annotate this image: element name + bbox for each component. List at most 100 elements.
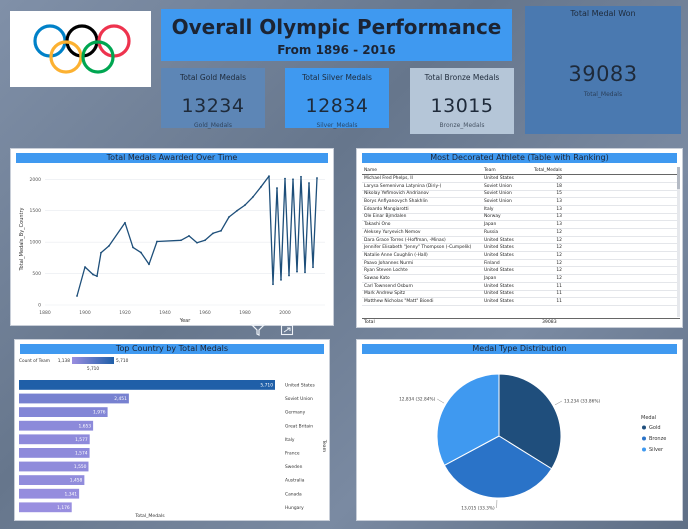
medals-over-time-chart[interactable]: 0 500 1000 1500 2000 1880 1900 1920 1940 1960 1980… <box>11 165 333 325</box>
country-bar[interactable] <box>19 461 89 472</box>
table-row[interactable]: Takashi Ono Japan 13 <box>362 220 680 229</box>
line-point[interactable] <box>292 178 294 181</box>
country-bar[interactable] <box>19 488 80 499</box>
table-row[interactable]: Carl Townsend Osburn United States 11 <box>362 282 680 291</box>
table-row[interactable]: Ole Einar Bjrndalen Norway 13 <box>362 213 680 222</box>
table-row[interactable]: Matthew Nicholas "Matt" Biondi United Sta… <box>362 297 680 306</box>
silver-medals-label: Total Silver Medals <box>302 73 372 82</box>
table-scrollbar[interactable] <box>677 167 680 317</box>
medals-series-line[interactable] <box>76 175 318 297</box>
line-point[interactable] <box>316 177 318 179</box>
line-point[interactable] <box>268 175 270 178</box>
medals-over-time-panel[interactable]: Total Medals Awarded Over Time 0 500 1000 1… <box>10 148 334 326</box>
athlete-medals-cell: 12 <box>532 259 564 268</box>
table-row[interactable]: Aleksey Yuryevich Nemov Russia 12 <box>362 228 680 237</box>
decorated-athletes-panel[interactable]: Most Decorated Athlete (Table with Ranki… <box>356 148 683 328</box>
x-axis-label: Year <box>179 318 192 324</box>
line-point[interactable] <box>220 229 222 232</box>
line-point[interactable] <box>260 185 262 188</box>
line-point[interactable] <box>196 241 198 244</box>
table-row[interactable]: Ryan Steven Lochte United States 12 <box>362 266 680 276</box>
column-header-team[interactable]: Team <box>482 167 532 176</box>
pie-legend-label[interactable]: Silver <box>649 447 664 453</box>
line-point[interactable] <box>84 266 86 268</box>
medal-type-chart[interactable]: 13,234 (33.86%) 13,015 (33.3%) 12,834 (32.… <box>357 356 682 520</box>
pie-slice-bronze[interactable] <box>443 435 553 499</box>
line-point[interactable] <box>124 221 126 224</box>
line-point[interactable] <box>92 273 94 276</box>
country-bar[interactable] <box>19 502 72 513</box>
country-bar[interactable] <box>19 393 129 404</box>
silver-medals-card[interactable]: Total Silver Medals 12834 Silver_Medals <box>285 68 389 129</box>
line-point[interactable] <box>140 251 142 254</box>
line-point[interactable] <box>204 239 206 242</box>
line-point[interactable] <box>96 275 98 278</box>
line-point[interactable] <box>280 278 282 281</box>
line-point[interactable] <box>296 270 298 273</box>
top-country-panel[interactable]: Top Country by Total Medals Count of Tea… <box>14 339 330 521</box>
line-point[interactable] <box>288 274 290 277</box>
athlete-medals-cell: 18 <box>532 182 564 191</box>
line-point[interactable] <box>108 244 110 247</box>
bronze-medals-card[interactable]: Total Bronze Medals 13015 Bronze_Medals <box>410 68 514 134</box>
country-bar[interactable] <box>19 407 108 417</box>
line-point[interactable] <box>252 195 254 198</box>
line-point[interactable] <box>236 209 238 212</box>
line-point[interactable] <box>100 251 102 254</box>
line-point[interactable] <box>180 239 182 242</box>
line-point[interactable] <box>308 182 310 184</box>
country-bar[interactable] <box>19 448 90 458</box>
line-point[interactable] <box>132 246 134 249</box>
pie-legend-label[interactable]: Bronze <box>649 436 666 442</box>
line-point[interactable] <box>276 187 278 189</box>
country-bar[interactable] <box>19 380 275 390</box>
table-row[interactable]: Larysa Semenivna Latynina (Diriy-) Soviet… <box>362 182 680 191</box>
table-row[interactable]: Sawao Kato Japan 12 <box>362 274 680 283</box>
line-point[interactable] <box>284 177 286 180</box>
olympic-rings-logo <box>10 11 151 87</box>
line-point[interactable] <box>76 295 78 297</box>
athletes-table-scroll[interactable]: Name Team Total_Medals Michael Fred Phel… <box>362 167 680 317</box>
gold-medals-card[interactable]: Total Gold Medals 13234 Gold_Medals <box>161 68 265 129</box>
column-header-name[interactable]: Name <box>362 167 482 176</box>
country-tick-label: Sweden <box>285 464 303 470</box>
table-row[interactable]: Natalie Anne Coughlin (-Hall) United Stat… <box>362 251 680 260</box>
pie-slice-silver[interactable] <box>436 373 500 466</box>
table-row[interactable]: Dara Grace Torres (-Hoffman, -Minas) Unit… <box>362 236 680 245</box>
line-point[interactable] <box>300 175 302 178</box>
table-scrollbar-thumb[interactable] <box>677 167 680 189</box>
country-bar[interactable] <box>19 420 94 431</box>
country-bar[interactable] <box>19 475 85 485</box>
table-row[interactable]: Jennifer Elisabeth "Jenny" Thompson (-Cu… <box>362 243 680 253</box>
line-point[interactable] <box>228 216 230 218</box>
table-row[interactable]: Borys Anfiyanovych Shakhlin Soviet Union 1… <box>362 197 680 206</box>
total-medals-card[interactable]: Total Medal Won 39083 Total_Medals <box>525 6 681 134</box>
line-point[interactable] <box>312 266 314 269</box>
line-point[interactable] <box>156 240 158 243</box>
column-header-total-medals[interactable]: Total_Medals <box>532 167 564 176</box>
focus-mode-icon[interactable] <box>279 324 295 338</box>
country-bar[interactable] <box>19 434 90 445</box>
top-country-chart[interactable]: Count of Team 1,138 5,710 5,710 5,710 United … <box>15 356 329 520</box>
filter-icon[interactable] <box>250 324 266 338</box>
table-row[interactable]: Paavo Johannes Nurmi Finland 12 <box>362 259 680 268</box>
table-row[interactable]: Mark Andrew Spitz United States 11 <box>362 290 680 299</box>
table-row[interactable]: Nikolay Yefimovich Andrianov Soviet Union… <box>362 190 680 199</box>
line-point[interactable] <box>244 204 246 206</box>
athlete-team-cell: Japan <box>482 274 532 283</box>
athlete-medals-cell: 11 <box>532 282 564 291</box>
pie-slice-label: 13,234 (33.86%) <box>564 399 600 405</box>
line-point[interactable] <box>188 234 190 237</box>
athlete-medals-cell: 12 <box>532 236 564 245</box>
table-row[interactable]: Michael Fred Phelps, II United States 28 <box>362 174 680 183</box>
line-point[interactable] <box>212 232 214 235</box>
medal-type-panel[interactable]: Medal Type Distribution 13,234 (33.86%) 1… <box>356 339 683 521</box>
line-point[interactable] <box>272 283 274 286</box>
table-row[interactable]: Edoardo Mangiarotti Italy 13 <box>362 205 680 214</box>
country-tick-label: Hungary <box>285 505 304 511</box>
country-tick-label: France <box>285 451 300 457</box>
pie-legend-label[interactable]: Gold <box>649 425 661 431</box>
line-point[interactable] <box>304 271 306 274</box>
athlete-team-cell: Italy <box>482 205 532 214</box>
line-point[interactable] <box>148 263 150 266</box>
